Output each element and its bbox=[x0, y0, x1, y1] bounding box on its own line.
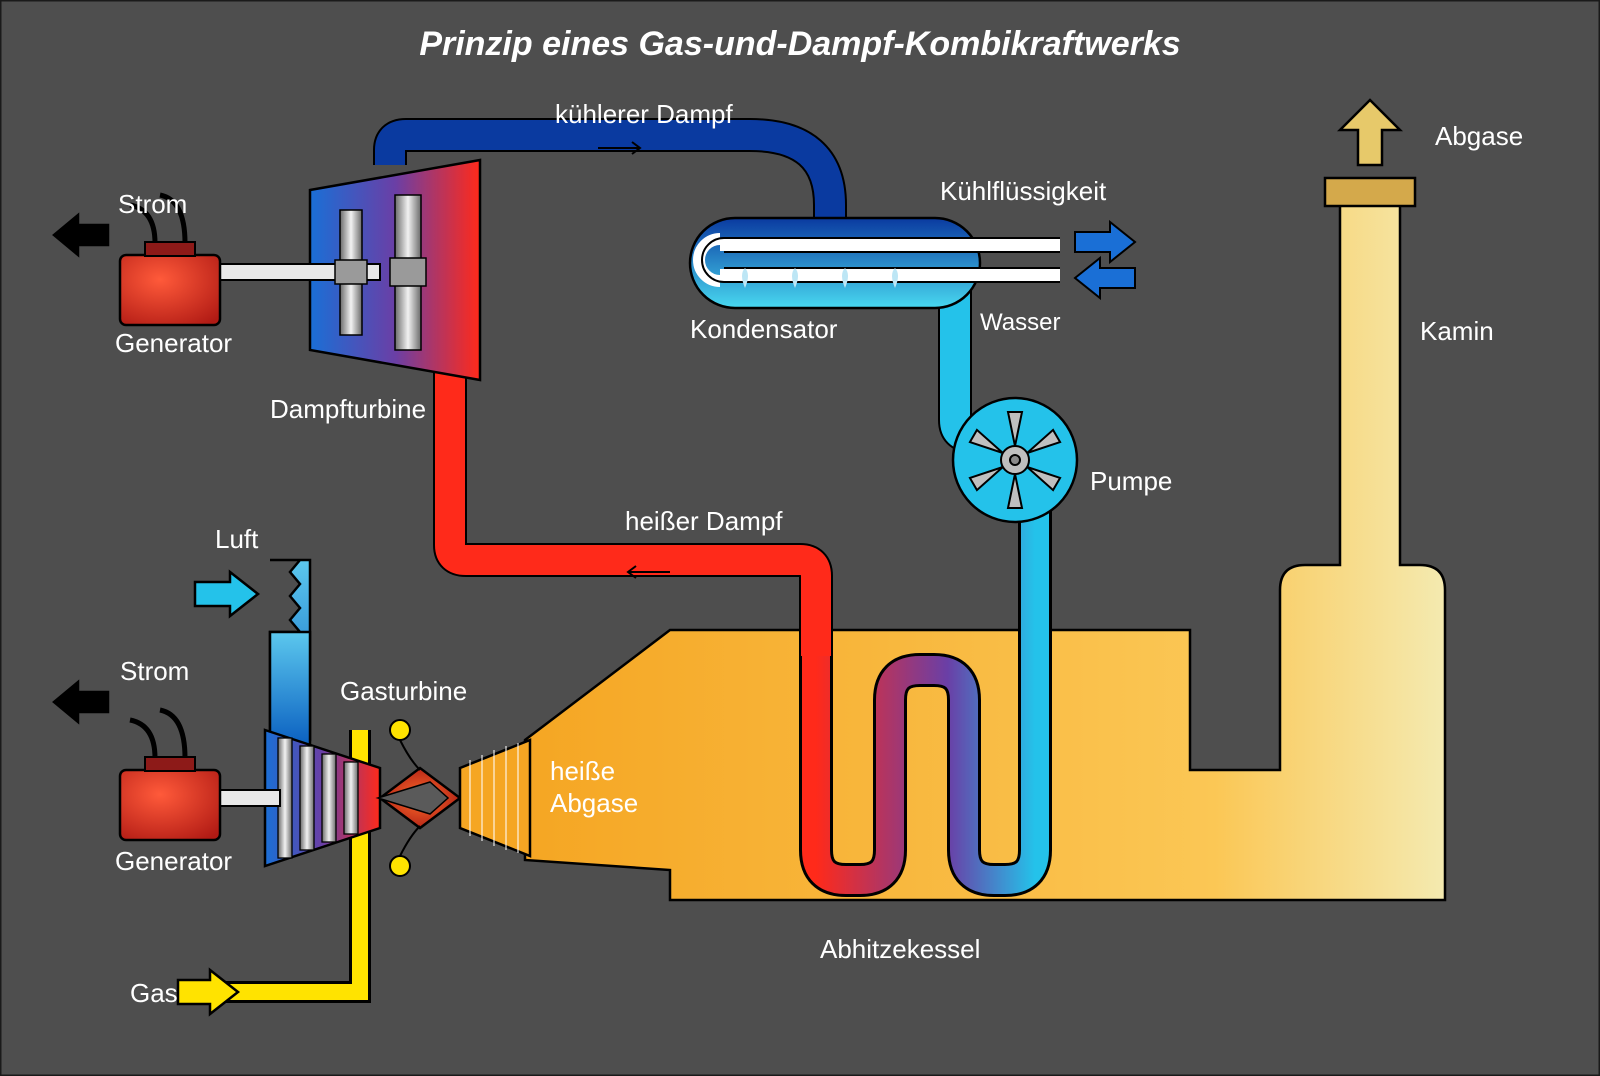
diagram-title: Prinzip eines Gas-und-Dampf-Kombikraftwe… bbox=[419, 25, 1180, 63]
label-kuehlfl: Kühlflüssigkeit bbox=[940, 176, 1107, 206]
label-generator2: Generator bbox=[115, 846, 232, 876]
label-luft: Luft bbox=[215, 524, 259, 554]
label-kuehlerer: kühlerer Dampf bbox=[555, 99, 734, 129]
diagram-canvas: Prinzip eines Gas-und-Dampf-Kombikraftwe… bbox=[0, 0, 1600, 1076]
pumpe bbox=[953, 398, 1077, 522]
label-strom1: Strom bbox=[118, 189, 187, 219]
label-heisse1: heiße bbox=[550, 756, 615, 786]
label-kamin: Kamin bbox=[1420, 316, 1494, 346]
label-gas: Gas bbox=[130, 978, 178, 1008]
label-gasturbine: Gasturbine bbox=[340, 676, 467, 706]
label-heisser: heißer Dampf bbox=[625, 506, 783, 536]
label-generator1: Generator bbox=[115, 328, 232, 358]
label-dampfturbine: Dampfturbine bbox=[270, 394, 426, 424]
label-pumpe: Pumpe bbox=[1090, 466, 1172, 496]
label-heisse2: Abgase bbox=[550, 788, 638, 818]
label-abgase: Abgase bbox=[1435, 121, 1523, 151]
label-kondensator: Kondensator bbox=[690, 314, 838, 344]
label-strom2: Strom bbox=[120, 656, 189, 686]
label-abhitze: Abhitzekessel bbox=[820, 934, 980, 964]
label-wasser: Wasser bbox=[980, 309, 1060, 336]
